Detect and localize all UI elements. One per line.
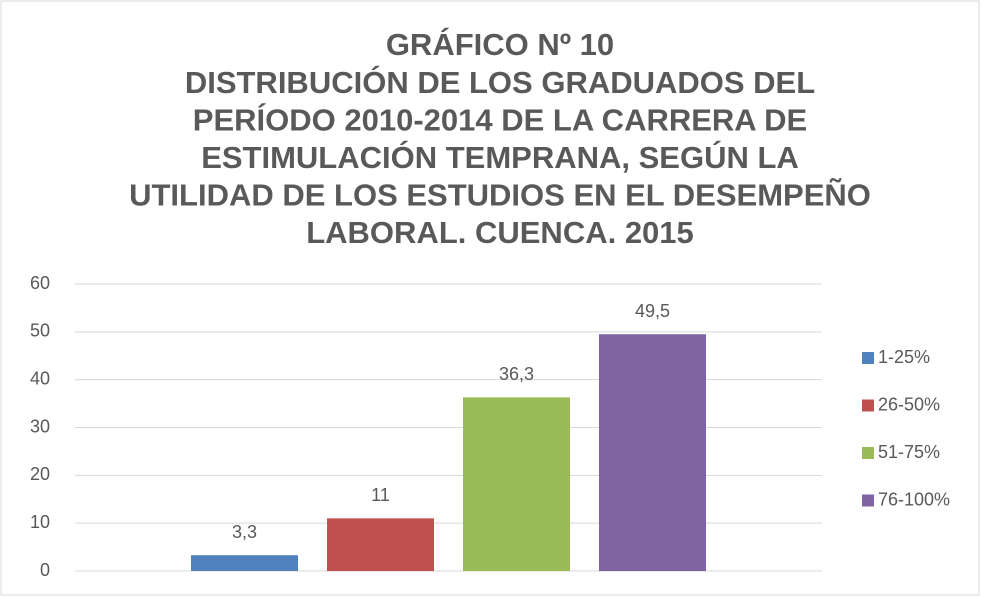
y-tick-label: 10 xyxy=(30,512,50,532)
legend-label: 26-50% xyxy=(878,394,940,414)
data-label: 36,3 xyxy=(499,364,534,384)
chart-title: DISTRIBUCIÓN DE LOS GRADUADOS DEL xyxy=(185,64,815,100)
y-tick-label: 50 xyxy=(30,321,50,341)
y-tick-label: 0 xyxy=(40,560,50,580)
chart-title: PERÍODO 2010-2014 DE LA CARRERA DE xyxy=(193,102,807,137)
legend-label: 51-75% xyxy=(878,442,940,462)
legend-swatch xyxy=(862,447,874,459)
chart-title: ESTIMULACIÓN TEMPRANA, SEGÚN LA xyxy=(201,139,799,175)
chart-title: UTILIDAD DE LOS ESTUDIOS EN EL DESEMPEÑO xyxy=(129,178,871,213)
legend-swatch xyxy=(862,494,874,507)
data-label: 49,5 xyxy=(635,301,670,321)
chart-title: GRÁFICO Nº 10 xyxy=(386,27,614,62)
y-tick-label: 20 xyxy=(30,464,50,484)
bar xyxy=(327,518,434,571)
y-tick-label: 30 xyxy=(30,416,50,436)
legend-label: 76-100% xyxy=(878,489,950,509)
data-label: 11 xyxy=(371,485,390,505)
bar xyxy=(463,397,570,571)
bar xyxy=(191,555,298,571)
bar xyxy=(599,334,706,571)
y-tick-label: 40 xyxy=(30,368,50,388)
legend-label: 1-25% xyxy=(878,347,930,367)
y-tick-label: 60 xyxy=(30,273,50,293)
chart-title: LABORAL. CUENCA. 2015 xyxy=(306,215,694,250)
legend-swatch xyxy=(862,399,874,412)
data-label: 3,3 xyxy=(232,522,257,542)
legend-swatch xyxy=(862,352,874,364)
